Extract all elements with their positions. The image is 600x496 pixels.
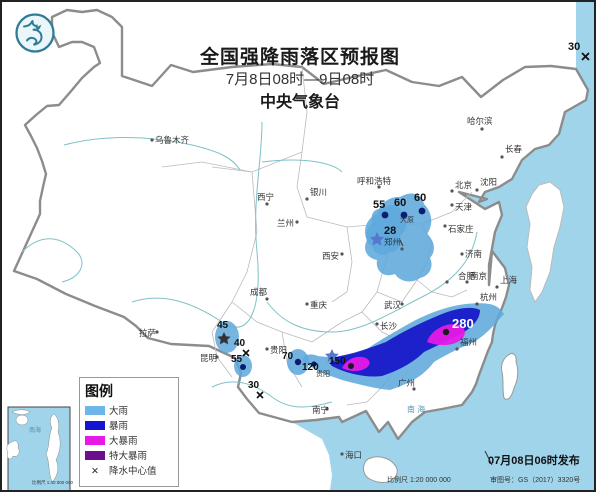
svg-text:280: 280: [452, 316, 474, 331]
svg-text:呼和浩特: 呼和浩特: [357, 176, 392, 186]
svg-text:南宁: 南宁: [312, 405, 329, 415]
svg-text:上海: 上海: [500, 275, 518, 285]
svg-text:福州: 福州: [460, 337, 477, 347]
svg-text:郑州: 郑州: [384, 237, 401, 247]
svg-text:西安: 西安: [322, 251, 339, 261]
svg-text:60: 60: [414, 192, 426, 204]
svg-text:30: 30: [248, 380, 260, 391]
svg-text:重庆: 重庆: [310, 300, 328, 310]
svg-text:北京: 北京: [455, 180, 472, 190]
svg-text:天津: 天津: [455, 202, 473, 212]
svg-text:比例尺 1:40 000 000: 比例尺 1:40 000 000: [32, 479, 74, 486]
svg-text:长沙: 长沙: [380, 321, 398, 331]
svg-text:济南: 济南: [465, 249, 482, 259]
svg-text:南海: 南海: [29, 426, 41, 434]
svg-text:石家庄: 石家庄: [448, 224, 474, 234]
svg-text:银川: 银川: [310, 187, 327, 197]
svg-text:成都: 成都: [250, 287, 268, 297]
svg-text:沈阳: 沈阳: [480, 177, 497, 187]
svg-text:55: 55: [231, 354, 243, 365]
svg-text:07月08日06时发布: 07月08日06时发布: [488, 453, 580, 467]
svg-text:45: 45: [217, 320, 229, 331]
svg-text:贵阳: 贵阳: [316, 369, 330, 378]
svg-text:比例尺 1:20 000 000: 比例尺 1:20 000 000: [387, 475, 451, 484]
svg-text:大原: 大原: [400, 215, 414, 224]
svg-text:南 海: 南 海: [407, 404, 425, 414]
svg-text:昆明: 昆明: [200, 353, 217, 363]
svg-text:28: 28: [384, 225, 396, 237]
svg-text:长春: 长春: [505, 144, 523, 154]
svg-text:150: 150: [329, 356, 346, 367]
svg-text:海口: 海口: [345, 450, 362, 460]
svg-text:武汉: 武汉: [384, 300, 402, 310]
svg-text:乌鲁木齐: 乌鲁木齐: [155, 135, 190, 145]
svg-text:广州: 广州: [398, 378, 415, 388]
svg-text:西宁: 西宁: [257, 192, 274, 202]
svg-text:南京: 南京: [470, 271, 487, 281]
svg-text:兰州: 兰州: [277, 218, 294, 228]
svg-text:60: 60: [394, 197, 406, 209]
svg-text:拉萨: 拉萨: [139, 328, 157, 338]
svg-text:杭州: 杭州: [480, 292, 497, 302]
svg-text:贵阳: 贵阳: [270, 345, 287, 355]
svg-text:40: 40: [234, 338, 246, 349]
svg-text:55: 55: [373, 199, 385, 211]
svg-text:审图号：GS（2017）3320号: 审图号：GS（2017）3320号: [490, 475, 580, 484]
svg-text:哈尔滨: 哈尔滨: [467, 116, 493, 126]
